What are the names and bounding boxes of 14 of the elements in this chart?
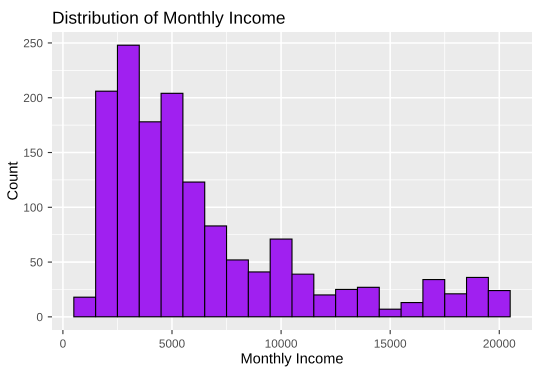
y-tick-label: 150 [24, 148, 43, 157]
y-tick-label: 100 [24, 203, 43, 212]
y-tick-label: 50 [30, 258, 43, 266]
x-axis-title: Monthly Income [242, 352, 343, 366]
y-axis-title: Count [7, 162, 18, 200]
x-tick-label: 5000 [159, 339, 185, 348]
y-tick-label: 200 [24, 94, 43, 102]
chart-title: Distribution of Monthly Income [53, 11, 285, 28]
x-tick-label: 0 [60, 339, 66, 348]
x-tick-label: 10000 [266, 339, 298, 348]
x-tick-label: 20000 [483, 339, 516, 348]
y-tick-label: 0 [36, 312, 43, 322]
x-tick-label: 15000 [374, 339, 406, 348]
y-tick-label: 250 [24, 38, 43, 48]
